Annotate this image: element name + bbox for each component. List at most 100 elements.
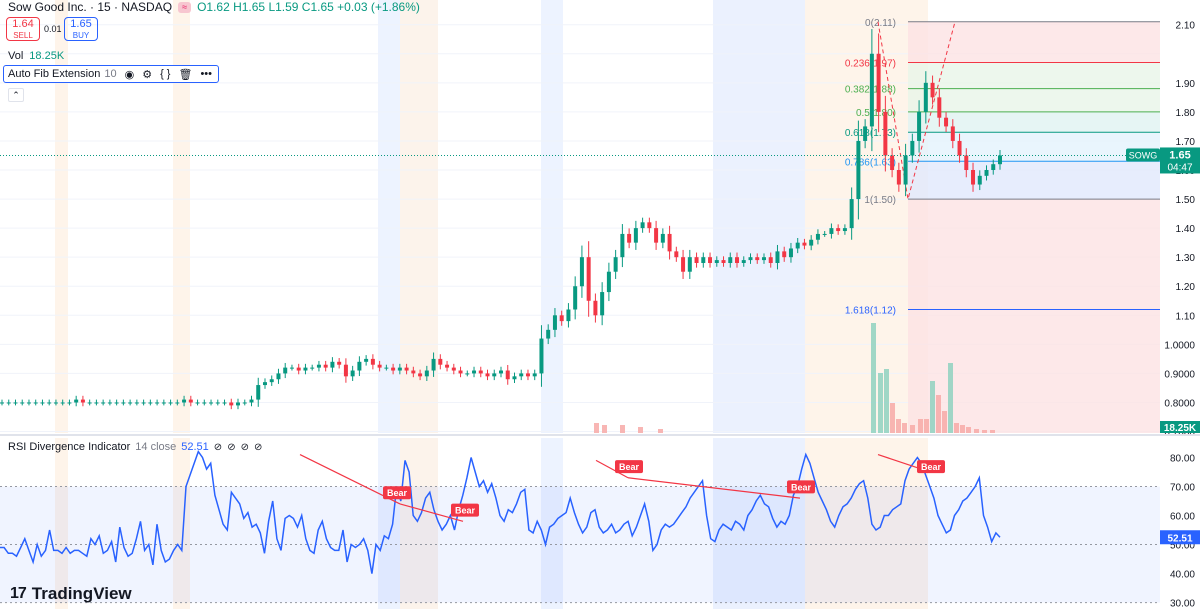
- candle-body: [101, 402, 106, 404]
- price-axis-bg: [1160, 0, 1200, 433]
- candle-body: [155, 402, 160, 404]
- candle-body: [350, 370, 355, 377]
- candle-body: [47, 402, 52, 404]
- sell-button[interactable]: 1.64 SELL: [6, 17, 40, 41]
- bar-countdown: 04:47: [1167, 162, 1192, 173]
- rsi-tick-label: 40.00: [1170, 570, 1195, 581]
- candle-body: [701, 257, 706, 263]
- price-tick-label: 1.50: [1176, 195, 1196, 206]
- session-band: [805, 0, 928, 433]
- candle-body: [937, 97, 942, 118]
- candle-body: [492, 373, 497, 377]
- candle-body: [451, 367, 456, 371]
- volume-bar: [878, 373, 883, 433]
- buy-button[interactable]: 1.65 BUY: [64, 17, 98, 41]
- volume-bar: [930, 381, 935, 433]
- candle-body: [397, 367, 402, 371]
- candle-body: [856, 140, 861, 200]
- divergence-line: [627, 477, 801, 499]
- rsi-params: 14 close: [135, 441, 177, 453]
- eye-icon[interactable]: ◉: [124, 68, 135, 81]
- fib-zone: [908, 161, 1160, 200]
- volume-axis-label: 18.25K: [1164, 423, 1197, 434]
- volume-legend[interactable]: Vol 18.25K: [8, 50, 64, 62]
- candle-body: [161, 402, 166, 404]
- candle-body: [593, 300, 598, 316]
- session-band: [713, 438, 805, 609]
- last-price-label: 1.65: [1169, 149, 1190, 161]
- chevron-up-icon[interactable]: ⌃: [8, 88, 24, 102]
- candle-body: [627, 233, 632, 243]
- rsi-legend[interactable]: RSI Divergence Indicator 14 close 52.51 …: [8, 441, 262, 453]
- candle-body: [418, 373, 423, 377]
- candle-body: [512, 376, 517, 380]
- candle-body: [337, 361, 342, 365]
- candle-body: [431, 358, 436, 371]
- candle-body: [445, 364, 450, 368]
- candle-body: [802, 242, 807, 246]
- rsi-tick-label: 60.00: [1170, 512, 1195, 523]
- candle-body: [330, 361, 335, 368]
- candle-body: [579, 257, 584, 287]
- candle-body: [424, 370, 429, 377]
- bear-label: Bear: [387, 488, 408, 498]
- last-price-box: [1160, 147, 1200, 174]
- candle-body: [13, 402, 18, 404]
- volume-bar: [896, 419, 901, 433]
- volume-bar: [924, 419, 929, 433]
- candle-body: [815, 233, 820, 240]
- price-tick-label: 0.8000: [1164, 398, 1195, 409]
- tradingview-logo[interactable]: 17 TradingView: [10, 584, 132, 604]
- candle-body: [620, 233, 625, 258]
- hidden-plot-icon[interactable]: ⊘: [253, 441, 263, 453]
- volume-bar: [890, 403, 895, 433]
- candle-body: [175, 402, 180, 404]
- bear-label-box: [451, 503, 479, 517]
- candle-body: [728, 257, 733, 263]
- hidden-plot-icon[interactable]: ⊘: [240, 441, 249, 453]
- session-band: [541, 438, 563, 609]
- session-band: [400, 438, 438, 609]
- buy-label: BUY: [72, 31, 90, 40]
- candle-body: [343, 364, 348, 377]
- volume-bar: [602, 425, 607, 433]
- source-code-icon[interactable]: { }: [160, 68, 171, 80]
- candle-body: [667, 233, 672, 252]
- hidden-plot-icon[interactable]: ⊘: [227, 441, 236, 453]
- candle-body: [863, 126, 868, 141]
- candle-body: [229, 402, 234, 406]
- candle-body: [438, 358, 443, 365]
- price-tick-label: 1.40: [1176, 224, 1196, 235]
- buy-price: 1.65: [70, 18, 92, 30]
- candle-body: [269, 379, 274, 383]
- candle-body: [310, 367, 315, 369]
- candle-body: [903, 155, 908, 185]
- candle-body: [148, 402, 153, 404]
- volume-bar: [594, 423, 599, 433]
- price-tick-label: 0.7000: [1164, 428, 1195, 439]
- candle-body: [532, 373, 537, 377]
- candle-body: [303, 367, 308, 371]
- more-icon[interactable]: •••: [200, 68, 213, 80]
- candle-body: [977, 175, 982, 185]
- price-tick-label: 1.80: [1176, 108, 1196, 119]
- candle-body: [654, 228, 659, 243]
- rsi-tick-label: 80.00: [1170, 453, 1195, 464]
- candle-body: [195, 402, 200, 404]
- candle-body: [283, 367, 288, 374]
- candle-body: [573, 286, 578, 310]
- indicator-legend[interactable]: Auto Fib Extension 10 ◉ ⚙ { } 🗑 •••: [3, 65, 220, 83]
- data-badge-icon[interactable]: ≈: [178, 1, 192, 13]
- hidden-plot-icon[interactable]: ⊘: [213, 441, 223, 453]
- candle-body: [485, 373, 490, 377]
- candle-body: [74, 399, 79, 403]
- trash-icon[interactable]: 🗑: [178, 68, 193, 81]
- volume-bar: [902, 423, 907, 433]
- symbol-legend: Sow Good Inc. · 15 · NASDAQ ≈ O1.62 H1.6…: [8, 0, 420, 14]
- settings-icon[interactable]: ⚙: [142, 68, 153, 81]
- candle-body: [249, 399, 254, 403]
- candle-body: [6, 402, 11, 404]
- symbol-title[interactable]: Sow Good Inc. · 15 · NASDAQ: [8, 0, 173, 14]
- candle-body: [188, 399, 193, 403]
